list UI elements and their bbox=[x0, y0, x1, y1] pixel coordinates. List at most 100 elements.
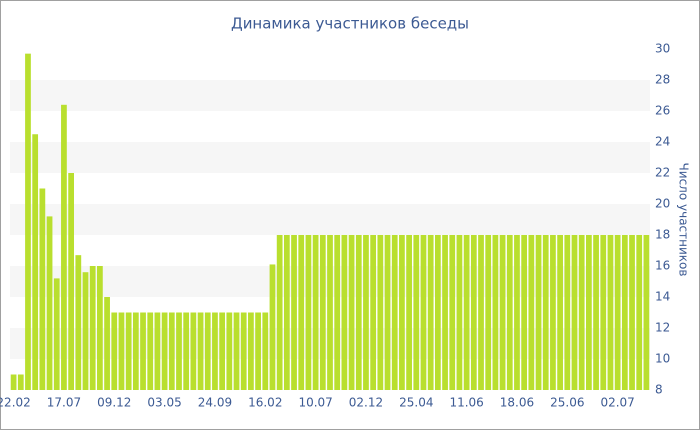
bar bbox=[283, 235, 290, 390]
y-tick-label: 22 bbox=[655, 166, 670, 180]
bar bbox=[125, 312, 132, 390]
bar bbox=[97, 266, 103, 390]
bar bbox=[75, 255, 82, 390]
x-tick-label: 25.04 bbox=[399, 396, 433, 410]
bar bbox=[298, 235, 305, 390]
bar bbox=[248, 312, 254, 390]
bar bbox=[499, 235, 506, 390]
bar bbox=[341, 235, 348, 390]
bar bbox=[255, 312, 261, 390]
x-tick-label: 10.07 bbox=[298, 396, 332, 410]
x-tick-label: 02.07 bbox=[600, 396, 634, 410]
bar bbox=[550, 235, 556, 390]
bar bbox=[140, 312, 146, 390]
bar bbox=[161, 312, 168, 390]
bar bbox=[377, 235, 384, 390]
y-tick-label: 30 bbox=[655, 42, 670, 56]
bar bbox=[327, 235, 333, 390]
bar bbox=[485, 235, 492, 390]
x-tick-label: 18.06 bbox=[500, 396, 534, 410]
bar bbox=[39, 188, 46, 390]
bar bbox=[557, 235, 563, 390]
bar bbox=[370, 235, 377, 390]
x-tick-label: 02.12 bbox=[349, 396, 383, 410]
y-tick-label: 24 bbox=[655, 135, 670, 149]
bar bbox=[470, 235, 477, 390]
bar bbox=[168, 312, 175, 390]
y-tick-label: 12 bbox=[655, 321, 670, 335]
x-tick-label: 17.07 bbox=[47, 396, 81, 410]
bar bbox=[319, 235, 326, 390]
bar bbox=[514, 235, 520, 390]
bar bbox=[53, 278, 60, 390]
bar bbox=[10, 374, 17, 390]
bar bbox=[542, 235, 549, 390]
bar bbox=[233, 312, 240, 390]
bar bbox=[607, 235, 614, 390]
bar bbox=[312, 235, 319, 390]
bar bbox=[478, 235, 484, 390]
bar bbox=[593, 235, 599, 390]
bar bbox=[82, 272, 89, 390]
bar bbox=[355, 235, 362, 390]
bar bbox=[32, 134, 39, 390]
chart-title: Динамика участников беседы bbox=[231, 15, 469, 33]
bar bbox=[363, 235, 369, 390]
bar bbox=[219, 312, 226, 390]
bar bbox=[636, 235, 643, 390]
bar bbox=[614, 235, 621, 390]
bar bbox=[132, 312, 139, 390]
bar bbox=[111, 312, 118, 390]
bar bbox=[492, 235, 499, 390]
bar bbox=[291, 235, 297, 390]
bar bbox=[25, 53, 31, 391]
y-tick-label: 26 bbox=[655, 104, 670, 118]
grid-band bbox=[10, 80, 650, 111]
bar bbox=[61, 104, 67, 391]
y-tick-label: 20 bbox=[655, 197, 670, 211]
bar bbox=[564, 235, 571, 390]
bar bbox=[269, 264, 276, 390]
bar bbox=[586, 235, 592, 390]
y-axis-title: Число участников bbox=[677, 163, 691, 277]
bar bbox=[528, 235, 535, 390]
bar bbox=[154, 312, 161, 390]
bar bbox=[147, 312, 154, 390]
bar bbox=[262, 312, 269, 390]
bar bbox=[46, 216, 53, 390]
bar bbox=[183, 312, 190, 390]
bar bbox=[68, 173, 74, 390]
bar bbox=[276, 235, 283, 390]
bar bbox=[571, 235, 578, 390]
y-tick-label: 28 bbox=[655, 73, 670, 87]
bar bbox=[384, 235, 391, 390]
bar bbox=[190, 312, 197, 390]
bar bbox=[420, 235, 427, 390]
bar bbox=[578, 235, 585, 390]
bar bbox=[629, 235, 635, 390]
bar bbox=[204, 312, 211, 390]
y-tick-label: 8 bbox=[655, 383, 663, 397]
x-tick-label: 09.12 bbox=[97, 396, 131, 410]
grid-band bbox=[10, 142, 650, 173]
bar bbox=[197, 312, 204, 390]
bar bbox=[463, 235, 470, 390]
bar bbox=[442, 235, 448, 390]
y-tick-label: 16 bbox=[655, 259, 670, 273]
bar bbox=[621, 235, 628, 390]
bar bbox=[89, 266, 96, 390]
bar bbox=[226, 312, 233, 390]
x-tick-label: 16.02 bbox=[248, 396, 282, 410]
bar bbox=[406, 235, 412, 390]
bar bbox=[643, 235, 650, 390]
bar bbox=[506, 235, 513, 390]
bar bbox=[535, 235, 542, 390]
bar bbox=[600, 235, 607, 390]
grid-band bbox=[10, 204, 650, 235]
bar bbox=[104, 297, 110, 390]
y-tick-label: 10 bbox=[655, 352, 670, 366]
bar bbox=[434, 235, 441, 390]
bar bbox=[305, 235, 312, 390]
bar bbox=[521, 235, 528, 390]
